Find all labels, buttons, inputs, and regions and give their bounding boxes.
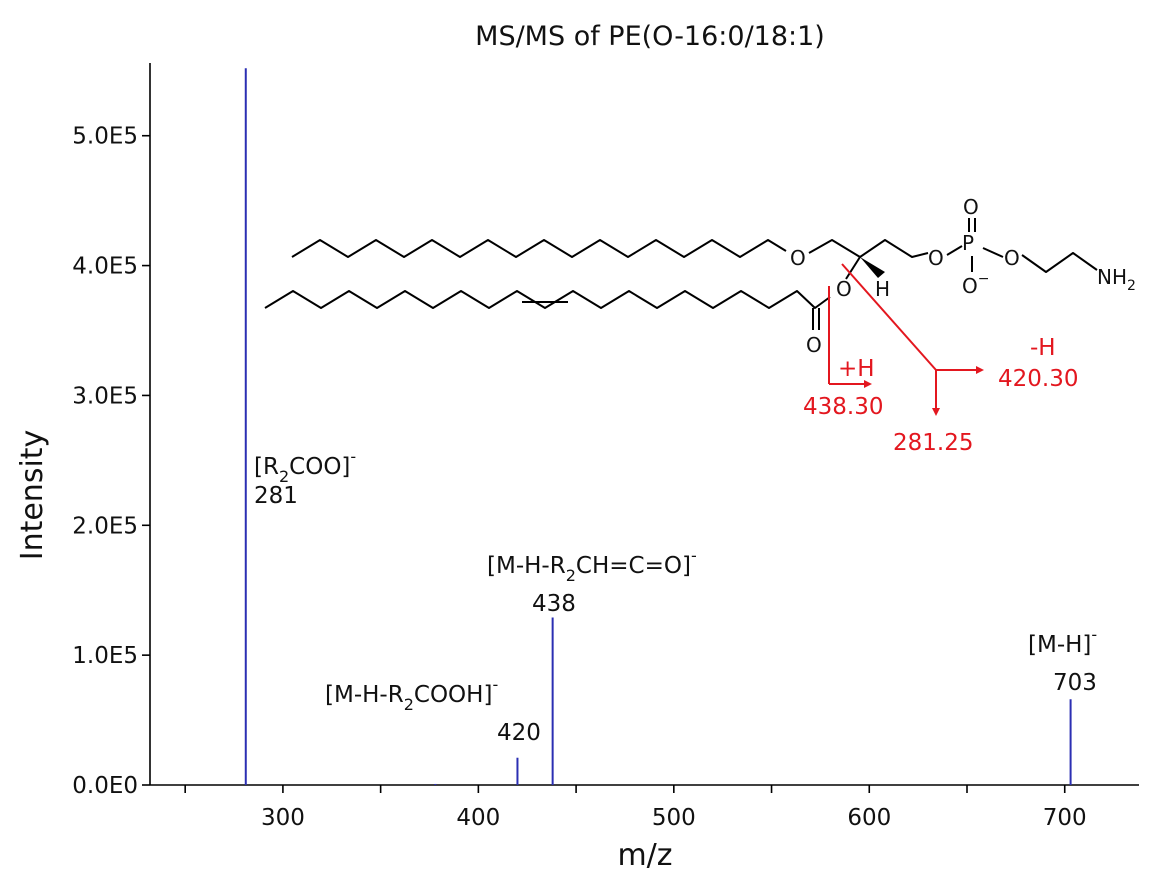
ester-oxygen: O bbox=[836, 277, 852, 301]
x-tick-label: 400 bbox=[456, 805, 500, 831]
carbonyl-oxygen: O bbox=[806, 333, 822, 357]
phosphorus: P bbox=[962, 231, 974, 255]
fragment-438: 438.30 bbox=[803, 394, 883, 420]
fragmentation-scheme: +H 438.30 -H 420.30 281.25 bbox=[803, 263, 1078, 456]
phosphate-oxygen-top: O bbox=[963, 195, 979, 219]
ethanolamine-chain bbox=[1021, 252, 1098, 273]
stereo-wedge bbox=[860, 257, 885, 278]
arrow-head bbox=[864, 380, 872, 388]
phosphate-oxygen-right: O bbox=[1004, 246, 1020, 270]
ion-formula-rest: COOH] bbox=[414, 682, 493, 708]
peak-annotation-420: [M-H-R2COOH]- 420 bbox=[325, 675, 541, 746]
phosphate-oxygen-minus: O− bbox=[962, 271, 989, 298]
x-tick-label: 500 bbox=[652, 805, 696, 831]
y-axis-ticks: 0.0E0 1.0E5 2.0E5 3.0E5 4.0E5 5.0E5 bbox=[72, 124, 150, 799]
peak-value: 438 bbox=[532, 591, 576, 617]
y-tick-label: 5.0E5 bbox=[72, 124, 138, 150]
ion-formula: [M-H-R bbox=[325, 682, 404, 708]
oleoyl-chain bbox=[264, 290, 831, 309]
y-tick-label: 0.0E0 bbox=[72, 773, 138, 799]
peak-value: 281 bbox=[254, 483, 298, 509]
ion-formula: [R bbox=[254, 454, 279, 480]
svg-text:[R2COO]-: [R2COO]- bbox=[254, 447, 356, 486]
glycerol-backbone bbox=[808, 239, 929, 258]
peak-annotation-703: [M-H]- 703 bbox=[1028, 625, 1097, 696]
ether-oxygen: O bbox=[790, 246, 806, 270]
svg-text:[M-H]-: [M-H]- bbox=[1028, 625, 1097, 658]
fragment-420: 420.30 bbox=[998, 366, 1078, 392]
y-axis-label: Intensity bbox=[15, 430, 50, 561]
fragment-plus-h: +H bbox=[838, 356, 875, 382]
ion-formula-rest: CH=C=O] bbox=[576, 553, 691, 579]
y-tick-label: 2.0E5 bbox=[72, 513, 138, 539]
stereo-hydrogen: H bbox=[875, 277, 890, 301]
alkyl-chain bbox=[291, 239, 787, 258]
arrow-head bbox=[932, 408, 940, 416]
fragment-minus-h: -H bbox=[1030, 335, 1056, 361]
ion-charge: - bbox=[1091, 625, 1097, 644]
x-tick-label: 700 bbox=[1043, 805, 1087, 831]
ion-subscript: 2 bbox=[404, 695, 414, 714]
y-tick-label: 4.0E5 bbox=[72, 254, 138, 280]
svg-text:[M-H-R2CH=C=O]-: [M-H-R2CH=C=O]- bbox=[487, 546, 697, 585]
ion-formula: [M-H-R bbox=[487, 553, 566, 579]
ion-formula: [M-H] bbox=[1028, 632, 1091, 658]
ion-subscript: 2 bbox=[566, 566, 576, 585]
peak-annotation-438: [M-H-R2CH=C=O]- 438 bbox=[487, 546, 697, 617]
x-tick-label: 300 bbox=[261, 805, 305, 831]
y-tick-label: 3.0E5 bbox=[72, 383, 138, 409]
ion-charge: - bbox=[350, 447, 356, 466]
y-axis: 0.0E0 1.0E5 2.0E5 3.0E5 4.0E5 5.0E5 bbox=[72, 63, 151, 799]
spectrum-peaks bbox=[244, 68, 1072, 785]
peak-annotation-281: [R2COO]- 281 bbox=[254, 447, 356, 509]
fragment-281: 281.25 bbox=[893, 430, 973, 456]
ion-charge: - bbox=[492, 675, 498, 694]
arrow-head bbox=[976, 366, 984, 374]
x-axis-label: m/z bbox=[617, 838, 672, 873]
svg-text:[M-H-R2COOH]-: [M-H-R2COOH]- bbox=[325, 675, 498, 714]
y-tick-label: 1.0E5 bbox=[72, 643, 138, 669]
x-axis: 300 400 500 600 700 bbox=[150, 784, 1139, 831]
ion-charge: - bbox=[691, 546, 697, 565]
ion-subscript: 2 bbox=[279, 467, 289, 486]
peak-value: 420 bbox=[497, 720, 541, 746]
amine-group: NH2 bbox=[1097, 265, 1136, 294]
x-tick-label: 600 bbox=[847, 805, 891, 831]
molecule-structure: O H O P O O− O NH2 O O bbox=[264, 195, 1136, 357]
chart-title: MS/MS of PE(O-16:0/18:1) bbox=[475, 21, 825, 52]
phosphate-oxygen-left: O bbox=[928, 246, 944, 270]
peak-value: 703 bbox=[1053, 670, 1097, 696]
ion-formula-rest: COO] bbox=[289, 454, 350, 480]
x-axis-ticks: 300 400 500 600 700 bbox=[184, 785, 1087, 831]
